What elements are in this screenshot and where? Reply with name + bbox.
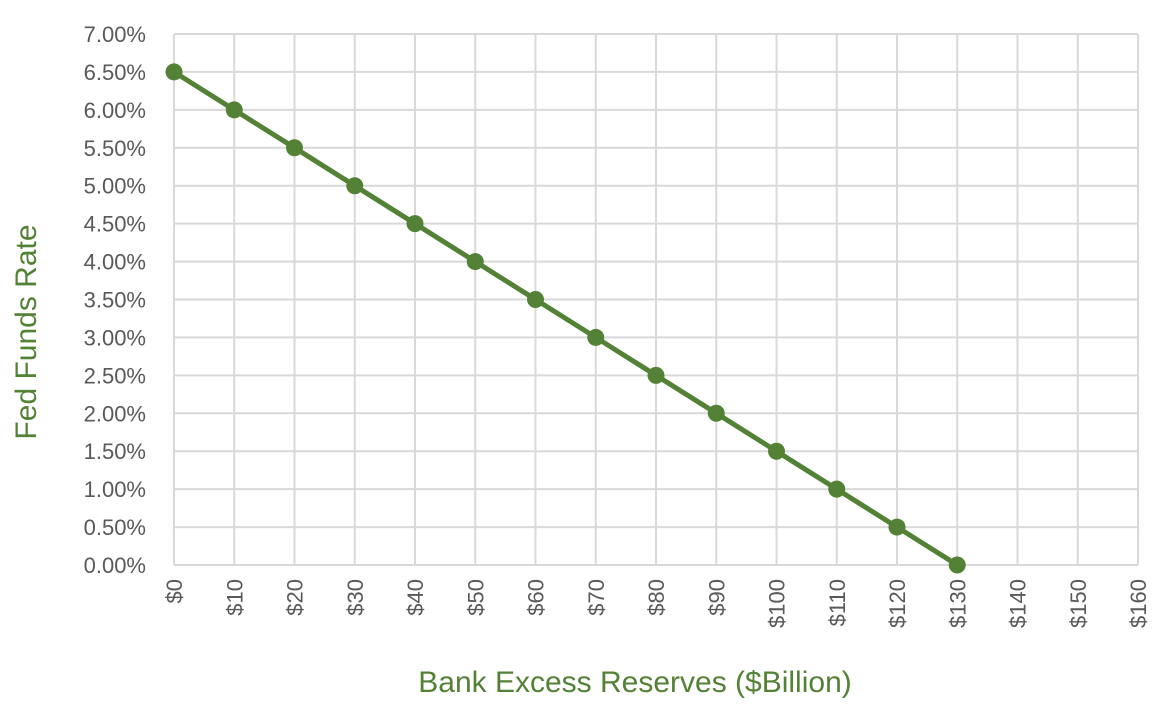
- x-tick-label: $120: [885, 579, 910, 628]
- x-tick-label: $140: [1006, 579, 1031, 628]
- x-tick-label: $10: [222, 579, 247, 616]
- x-tick-label: $0: [162, 579, 187, 603]
- y-tick-label: 6.00%: [84, 98, 146, 123]
- data-point: [828, 480, 846, 498]
- grid: [173, 33, 1139, 566]
- x-tick-label: $160: [1126, 579, 1151, 628]
- y-tick-label: 4.50%: [84, 212, 146, 237]
- data-point: [587, 328, 605, 346]
- x-tick-label: $150: [1066, 579, 1091, 628]
- data-point: [647, 366, 665, 384]
- x-tick-label: $130: [945, 579, 970, 628]
- data-point: [286, 139, 303, 157]
- data-point: [948, 556, 966, 574]
- data-point: [707, 404, 725, 422]
- data-point: [225, 101, 243, 119]
- y-tick-label: 0.50%: [84, 515, 146, 540]
- y-tick-label: 5.50%: [84, 136, 146, 161]
- x-tick-label: $40: [403, 579, 428, 616]
- y-tick-label: 2.50%: [84, 363, 146, 388]
- x-tick-label: $20: [283, 579, 308, 616]
- data-point: [466, 253, 484, 271]
- y-tick-label: 6.50%: [84, 60, 146, 85]
- data-point: [527, 291, 544, 308]
- y-tick-label: 7.00%: [84, 22, 146, 47]
- x-tick-label: $30: [343, 579, 368, 616]
- y-tick-label: 4.00%: [84, 250, 146, 275]
- x-tick-label: $90: [704, 579, 729, 616]
- y-tick-label: 1.50%: [84, 439, 146, 464]
- series-line: [171, 69, 960, 568]
- data-point: [406, 215, 424, 233]
- y-tick-label: 3.50%: [84, 288, 146, 313]
- y-axis-ticks: 0.00% 0.50% 1.00% 1.50% 2.00% 2.50% 3.00% 3.50%…: [84, 22, 146, 578]
- x-tick-label: $110: [825, 579, 850, 626]
- x-tick-label: $60: [524, 579, 549, 616]
- y-tick-label: 0.00%: [84, 553, 146, 578]
- x-axis-title: Bank Excess Reserves ($Billion): [418, 666, 852, 699]
- y-tick-label: 5.00%: [84, 174, 146, 199]
- y-axis-title: Fed Funds Rate: [10, 224, 43, 439]
- y-tick-label: 2.00%: [84, 401, 146, 426]
- data-point: [888, 518, 906, 536]
- series-layer: [165, 63, 966, 574]
- x-tick-label: $100: [765, 579, 790, 628]
- x-tick-label: $50: [463, 579, 488, 616]
- data-point: [768, 442, 785, 460]
- data-point: [165, 63, 183, 81]
- x-tick-label: $80: [644, 579, 669, 616]
- x-axis-ticks: $0 $10 $20 $30 $40 $50 $60 $70 $80 $90 $100 $110 $12…: [162, 579, 1151, 628]
- data-point: [346, 177, 364, 195]
- x-tick-label: $70: [584, 579, 609, 616]
- y-tick-label: 1.00%: [84, 477, 146, 502]
- y-tick-label: 3.00%: [84, 325, 146, 350]
